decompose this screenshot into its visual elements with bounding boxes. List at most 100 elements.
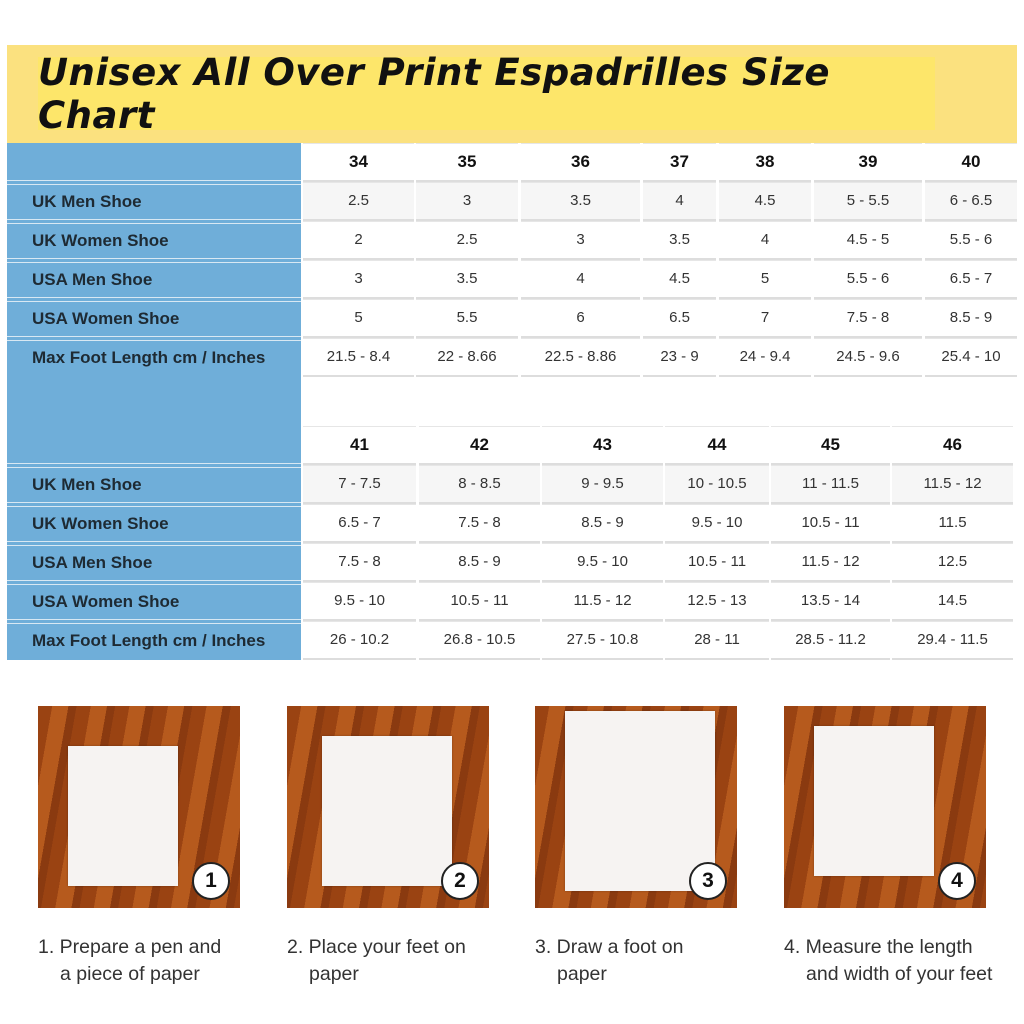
- table-cell: 5.5: [416, 299, 518, 338]
- table-cell: 25.4 - 10: [925, 338, 1017, 377]
- paper-sheet: [68, 746, 178, 886]
- caption-line-2: paper: [309, 963, 359, 985]
- row-label: UK Men Shoe: [32, 192, 142, 211]
- size-header-cell: 42: [419, 426, 540, 465]
- table-cell: 28.5 - 11.2: [771, 621, 890, 660]
- table-cell: 14.5: [892, 582, 1013, 621]
- step-number-badge: 1: [192, 862, 230, 900]
- table-cell: 2.5: [416, 221, 518, 260]
- step-photo: 4: [784, 706, 986, 908]
- title-banner: Unisex All Over Print Espadrilles Size C…: [7, 45, 1017, 143]
- table-cell: 9.5 - 10: [542, 543, 663, 582]
- table-cell: 9.5 - 10: [665, 504, 769, 543]
- row-divider: [7, 219, 301, 224]
- caption-line-1: 3. Draw a foot on: [535, 936, 684, 958]
- table-cell: 10.5 - 11: [771, 504, 890, 543]
- table-row: USA Men Shoe 3 3.5 4 4.5 5 5.5 - 6 6.5 - 7: [7, 258, 1017, 299]
- row-divider: [7, 258, 301, 263]
- table-cell: 8.5 - 9: [419, 543, 540, 582]
- table-cell: 5.5 - 6: [925, 221, 1017, 260]
- size-header-cell: 41: [303, 426, 416, 465]
- step-photo: 2: [287, 706, 489, 908]
- size-header-row: 41 42 43 44 45 46: [7, 426, 1017, 465]
- caption-line-2: paper: [557, 963, 607, 985]
- caption-line-1: 4. Measure the length: [784, 936, 973, 958]
- size-header-cell: 40: [925, 143, 1017, 182]
- table-cell: 8 - 8.5: [419, 465, 540, 504]
- step-4: 4 4. Measure the length and width of your …: [784, 706, 992, 985]
- table-cell: 28 - 11: [665, 621, 769, 660]
- table-cell: 12.5 - 13: [665, 582, 769, 621]
- table-cell: 24 - 9.4: [719, 338, 811, 377]
- table-cell: 9 - 9.5: [542, 465, 663, 504]
- table-cell: 21.5 - 8.4: [303, 338, 414, 377]
- table-cell: 26.8 - 10.5: [419, 621, 540, 660]
- table-cell: 11.5 - 12: [771, 543, 890, 582]
- table-row: UK Women Shoe 6.5 - 7 7.5 - 8 8.5 - 9 9.5 - …: [7, 502, 1017, 543]
- step-caption: 4. Measure the length and width of your f…: [784, 934, 1014, 988]
- row-label: USA Men Shoe: [32, 553, 153, 572]
- size-header-row: 34 35 36 37 38 39 40: [7, 143, 1017, 182]
- title-box: Unisex All Over Print Espadrilles Size C…: [38, 51, 935, 137]
- table-cell: 11.5: [892, 504, 1013, 543]
- table-cell: 6.5 - 7: [303, 504, 416, 543]
- table-cell: 5 - 5.5: [814, 182, 922, 221]
- table-row: USA Women Shoe 5 5.5 6 6.5 7 7.5 - 8 8.5 - 9: [7, 297, 1017, 338]
- row-label: USA Women Shoe: [32, 309, 180, 328]
- table-cell: 29.4 - 11.5: [892, 621, 1013, 660]
- table-cell: 3: [303, 260, 414, 299]
- table-cell: 24.5 - 9.6: [814, 338, 922, 377]
- row-label: Max Foot Length cm / Inches: [32, 631, 266, 650]
- table-cell: 6.5: [643, 299, 716, 338]
- table-cell: 7.5 - 8: [303, 543, 416, 582]
- size-header-cell: 44: [665, 426, 769, 465]
- size-header-cell: 38: [719, 143, 811, 182]
- table-cell: 3: [416, 182, 518, 221]
- size-header-cell: 45: [771, 426, 890, 465]
- size-header-cell: 36: [521, 143, 640, 182]
- row-label-column: [7, 143, 301, 660]
- size-header-cell: 46: [892, 426, 1013, 465]
- row-divider: [7, 619, 301, 624]
- table-cell: 3: [521, 221, 640, 260]
- step-number-badge: 3: [689, 862, 727, 900]
- table-cell: 8.5 - 9: [542, 504, 663, 543]
- row-divider: [7, 336, 301, 341]
- step-photo: 1: [38, 706, 240, 908]
- row-divider: [7, 541, 301, 546]
- caption-line-1: 2. Place your feet on: [287, 936, 466, 958]
- step-caption: 3. Draw a foot on paper: [535, 934, 765, 988]
- row-label: USA Men Shoe: [32, 270, 153, 289]
- table-cell: 4.5: [643, 260, 716, 299]
- table-cell: 6: [521, 299, 640, 338]
- table-row: USA Men Shoe 7.5 - 8 8.5 - 9 9.5 - 10 10.5 -…: [7, 541, 1017, 582]
- table-row: UK Men Shoe 2.5 3 3.5 4 4.5 5 - 5.5 6 - 6.5: [7, 180, 1017, 221]
- table-cell: 22.5 - 8.86: [521, 338, 640, 377]
- table-cell: 12.5: [892, 543, 1013, 582]
- table-cell: 4.5 - 5: [814, 221, 922, 260]
- table-cell: 2.5: [303, 182, 414, 221]
- step-number-badge: 4: [938, 862, 976, 900]
- table-cell: 3.5: [416, 260, 518, 299]
- table-cell: 11 - 11.5: [771, 465, 890, 504]
- table-cell: 7: [719, 299, 811, 338]
- table-cell: 4: [719, 221, 811, 260]
- table-cell: 23 - 9: [643, 338, 716, 377]
- caption-line-2: a piece of paper: [60, 963, 200, 985]
- row-divider: [7, 502, 301, 507]
- step-number-badge: 2: [441, 862, 479, 900]
- row-label: Max Foot Length cm / Inches: [32, 348, 266, 367]
- table-cell: 10.5 - 11: [419, 582, 540, 621]
- row-label: USA Women Shoe: [32, 592, 180, 611]
- table-cell: 26 - 10.2: [303, 621, 416, 660]
- paper-sheet: [322, 736, 452, 886]
- paper-sheet: [814, 726, 934, 876]
- table-row: UK Women Shoe 2 2.5 3 3.5 4 4.5 - 5 5.5 - 6: [7, 219, 1017, 260]
- table-cell: 2: [303, 221, 414, 260]
- step-3: 3 3. Draw a foot on paper: [535, 706, 737, 985]
- table-row: Max Foot Length cm / Inches 26 - 10.2 26.8…: [7, 619, 1017, 660]
- step-photo: 3: [535, 706, 737, 908]
- table-row: Max Foot Length cm / Inches 21.5 - 8.4 22 …: [7, 336, 1017, 377]
- table-cell: 3.5: [643, 221, 716, 260]
- table-cell: 10.5 - 11: [665, 543, 769, 582]
